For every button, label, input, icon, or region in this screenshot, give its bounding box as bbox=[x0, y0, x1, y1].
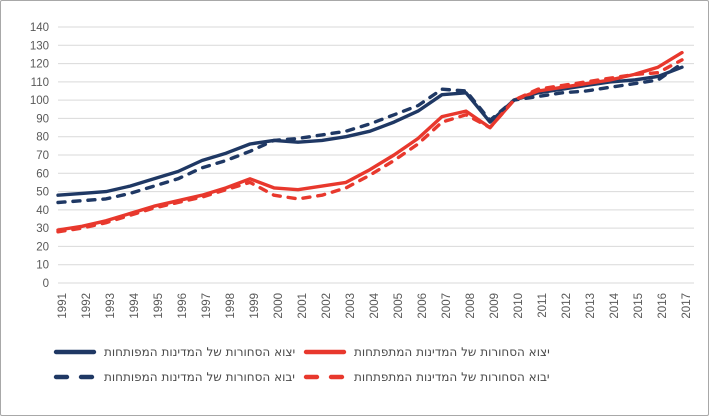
x-axis-tick-label: 1999 bbox=[249, 293, 261, 319]
x-axis-tick-label: 2010 bbox=[513, 293, 525, 319]
chart-legend: יצוא הסחורות של המדינות המפותחות יצוא הס… bbox=[53, 345, 708, 384]
x-axis-tick-label: 2016 bbox=[657, 293, 669, 319]
legend-marker-red-dashed-icon bbox=[303, 373, 347, 381]
x-axis-tick-label: 2000 bbox=[273, 293, 285, 319]
trade-index-line-chart: 0 10 20 30 40 50 60 70 80 90 100 110 120 130 140 1991 19… bbox=[30, 22, 694, 319]
x-axis-tick-label: 2015 bbox=[633, 293, 645, 319]
legend-label-developed-exports: יצוא הסחורות של המדינות המפותחות bbox=[104, 345, 296, 359]
legend-item-developing-exports: יצוא הסחורות של המדינות המתפתחות bbox=[303, 345, 583, 359]
legend-item-developing-imports: יבוא הסחורות של המדינות המתפתחות bbox=[303, 370, 583, 384]
y-axis-tick-label: 50 bbox=[36, 187, 49, 199]
legend-marker-navy-dashed-icon bbox=[53, 373, 97, 381]
developed-exports-marker-line bbox=[53, 349, 97, 355]
x-axis-tick-label: 2017 bbox=[681, 293, 693, 319]
developing-exports-line bbox=[56, 50, 684, 232]
x-axis-tick-label: 2012 bbox=[561, 293, 573, 319]
y-axis-tick-label: 40 bbox=[36, 205, 49, 217]
x-axis-tick-label: 2001 bbox=[297, 293, 309, 319]
x-axis-tick-label: 1996 bbox=[177, 293, 189, 319]
legend-item-developed-exports: יצוא הסחורות של המדינות המפותחות bbox=[53, 345, 303, 359]
x-axis-tick-label: 1998 bbox=[225, 293, 237, 319]
y-axis-tick-label: 100 bbox=[30, 95, 49, 107]
x-axis-tick-label: 2013 bbox=[585, 293, 597, 319]
legend-label-developing-exports: יצוא הסחורות של המדינות המתפתחות bbox=[354, 345, 550, 359]
y-axis-tick-label: 130 bbox=[30, 40, 49, 52]
y-axis-tick-label: 110 bbox=[31, 77, 49, 89]
x-axis-tick-label: 2008 bbox=[465, 293, 477, 319]
developed-imports-marker-line bbox=[53, 374, 97, 380]
x-axis-tick-label: 2009 bbox=[489, 293, 501, 319]
legend-marker-navy-solid-icon bbox=[53, 348, 97, 356]
y-axis-tick-label: 80 bbox=[36, 132, 49, 144]
y-axis-tick-label: 30 bbox=[36, 223, 49, 235]
x-axis-tick-label: 2011 bbox=[537, 293, 549, 318]
y-axis-tick-label: 60 bbox=[36, 168, 49, 180]
legend-marker-red-solid-icon bbox=[303, 348, 347, 356]
x-axis-tick-label: 2003 bbox=[345, 293, 357, 319]
developing-imports-marker-line bbox=[303, 374, 347, 380]
legend-label-developing-imports: יבוא הסחורות של המדינות המתפתחות bbox=[354, 370, 550, 384]
x-axis-tick-label: 2014 bbox=[609, 292, 621, 318]
x-axis-tick-label: 2005 bbox=[393, 293, 405, 319]
y-axis-tick-label: 10 bbox=[36, 260, 49, 272]
developing-exports-marker-line bbox=[303, 349, 347, 355]
y-axis-tick-label: 140 bbox=[30, 22, 49, 34]
x-axis-tick-label: 1993 bbox=[105, 293, 117, 319]
x-axis-tick-label: 1997 bbox=[201, 293, 213, 319]
y-axis-tick-label: 0 bbox=[43, 278, 49, 290]
x-axis-tick-label: 2002 bbox=[321, 293, 333, 319]
x-axis-tick-label: 1995 bbox=[153, 293, 165, 319]
legend-label-developed-imports: יבוא הסחורות של המדינות המפותחות bbox=[104, 370, 295, 384]
developed-imports-line bbox=[56, 61, 684, 205]
legend-item-developed-imports: יבוא הסחורות של המדינות המפותחות bbox=[53, 370, 303, 384]
x-axis-tick-label: 1991 bbox=[57, 293, 69, 319]
developing-imports-line bbox=[56, 58, 684, 234]
x-axis-tick-label: 2007 bbox=[441, 293, 453, 319]
developed-exports-line bbox=[56, 65, 684, 197]
y-axis-tick-label: 70 bbox=[36, 150, 49, 162]
x-axis-tick-label: 2006 bbox=[417, 293, 429, 319]
x-axis-tick-label: 1994 bbox=[129, 292, 141, 318]
y-axis-tick-label: 20 bbox=[36, 241, 49, 253]
y-axis-tick-label: 120 bbox=[30, 59, 49, 71]
y-axis-tick-label: 90 bbox=[36, 113, 49, 125]
x-axis-tick-label: 1992 bbox=[81, 293, 93, 319]
x-axis-tick-label: 2004 bbox=[369, 292, 381, 318]
